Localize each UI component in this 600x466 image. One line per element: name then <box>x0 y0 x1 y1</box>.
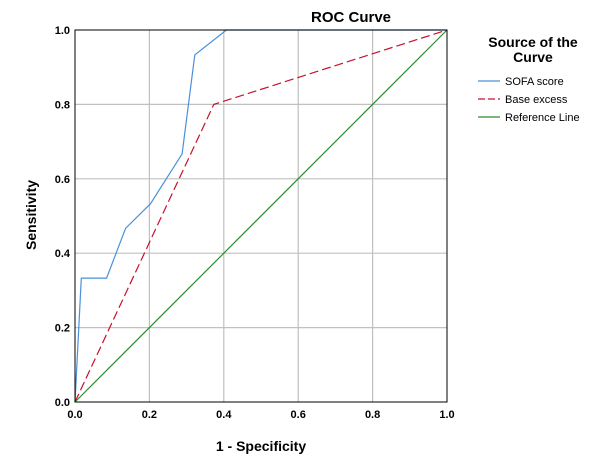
legend-label-reference-line: Reference Line <box>505 112 580 124</box>
chart-title: ROC Curve <box>311 9 391 26</box>
grid <box>75 30 447 402</box>
y-tick-label: 0.2 <box>55 323 70 335</box>
x-tick-label: 0.6 <box>291 409 306 421</box>
x-tick-label: 0.8 <box>365 409 380 421</box>
y-tick-label: 0.6 <box>55 174 70 186</box>
y-tick-labels: 0.0 0.2 0.4 0.6 0.8 1.0 <box>55 25 71 409</box>
y-tick-label: 0.0 <box>55 397 70 409</box>
series-line-base-excess <box>74 29 448 403</box>
legend-label-sofa-score: SOFA score <box>505 76 564 88</box>
legend: Source of the Curve SOFA score Base exces… <box>478 34 580 124</box>
x-tick-label: 0.0 <box>67 409 82 421</box>
series-group <box>74 29 448 403</box>
series-line-reference-line <box>74 29 448 403</box>
y-tick-label: 0.4 <box>55 248 71 260</box>
x-tick-label: 0.2 <box>142 409 157 421</box>
plot-frame <box>74 29 448 403</box>
x-tick-label: 1.0 <box>439 409 454 421</box>
series-line-sofa-score <box>74 29 447 403</box>
x-axis-label: 1 - Specificity <box>216 438 306 454</box>
legend-label-base-excess: Base excess <box>505 94 568 106</box>
y-tick-label: 1.0 <box>55 25 70 37</box>
x-tick-labels: 0.0 0.2 0.4 0.6 0.8 1.0 <box>67 409 454 421</box>
legend-title-line-2: Curve <box>513 49 553 65</box>
legend-title-line-1: Source of the <box>488 34 578 50</box>
x-tick-label: 0.4 <box>216 409 232 421</box>
y-tick-label: 0.8 <box>55 99 70 111</box>
y-axis-label: Sensitivity <box>23 180 39 250</box>
